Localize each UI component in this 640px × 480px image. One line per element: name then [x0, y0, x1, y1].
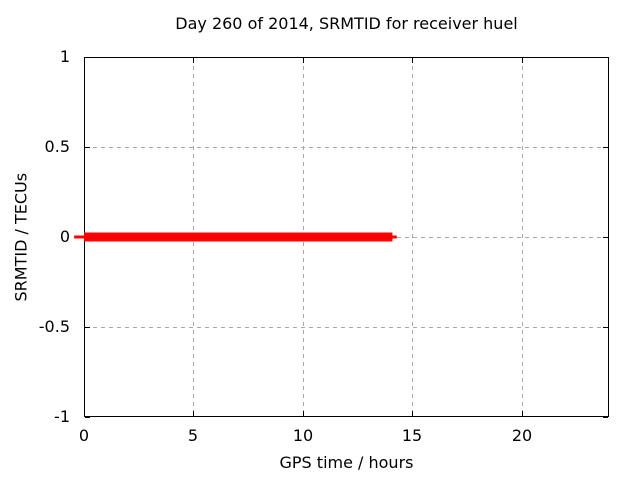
- x-tick-bottom: [193, 411, 194, 416]
- y-tick-left: [85, 327, 90, 328]
- y-tick-left: [85, 147, 90, 148]
- y-tick-right: [603, 57, 608, 58]
- y-tick-label: -0.5: [38, 317, 70, 336]
- grid-line-horizontal: [85, 237, 608, 238]
- x-tick-top: [303, 58, 304, 63]
- y-tick-label: -1: [54, 407, 70, 426]
- y-tick-left: [85, 57, 90, 58]
- x-tick-top: [522, 58, 523, 63]
- x-tick-label: 15: [401, 426, 423, 445]
- y-tick-left: [85, 237, 90, 238]
- chart-title: Day 260 of 2014, SRMTID for receiver hue…: [175, 14, 518, 33]
- grid-line-horizontal: [85, 147, 608, 148]
- x-tick-label: 0: [78, 426, 90, 445]
- y-tick-right: [603, 147, 608, 148]
- y-tick-right: [603, 417, 608, 418]
- y-tick-label: 1: [59, 47, 70, 66]
- grid-line-horizontal: [85, 327, 608, 328]
- y-tick-label: 0: [59, 227, 70, 246]
- y-tick-label: 0.5: [44, 137, 70, 156]
- x-tick-label: 10: [292, 426, 314, 445]
- x-tick-bottom: [84, 411, 85, 416]
- x-axis-label: GPS time / hours: [279, 453, 414, 472]
- x-tick-top: [193, 58, 194, 63]
- x-tick-top: [84, 58, 85, 63]
- y-tick-right: [603, 327, 608, 328]
- x-tick-bottom: [522, 411, 523, 416]
- x-tick-label: 20: [511, 426, 533, 445]
- x-tick-bottom: [412, 411, 413, 416]
- x-tick-top: [412, 58, 413, 63]
- x-tick-bottom: [303, 411, 304, 416]
- x-tick-label: 5: [187, 426, 199, 445]
- y-tick-left: [85, 417, 90, 418]
- y-tick-right: [603, 237, 608, 238]
